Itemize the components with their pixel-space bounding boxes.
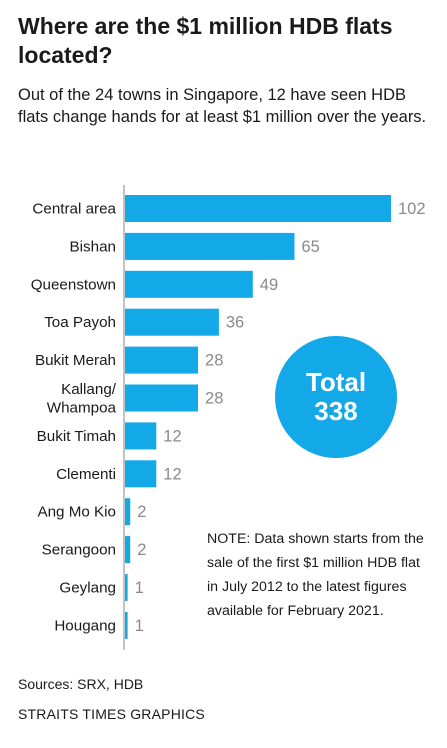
note-line: sale of the first $1 million HDB flat: [207, 555, 420, 571]
bar: [125, 346, 199, 374]
value-label: 65: [302, 238, 320, 256]
category-label: Kallang/Whampoa: [47, 381, 117, 417]
value-label: 102: [398, 200, 426, 218]
chart-subtitle: Out of the 24 towns in Singapore, 12 hav…: [18, 86, 427, 126]
category-label: Queenstown: [31, 276, 116, 293]
chart-title: Where are the $1 million HDB flats locat…: [18, 13, 393, 68]
value-label: 12: [163, 465, 181, 483]
bar: [125, 308, 219, 336]
category-label-line: Kallang/: [61, 381, 117, 398]
value-label: 1: [135, 579, 144, 597]
value-label: 2: [137, 503, 146, 521]
bar: [125, 384, 199, 412]
category-label: Serangoon: [42, 542, 116, 559]
bar: [125, 232, 295, 260]
value-label: 12: [163, 427, 181, 445]
value-label: 2: [137, 541, 146, 559]
category-label: Bukit Merah: [35, 352, 116, 369]
total-label: Total: [305, 367, 367, 397]
category-label: Bishan: [70, 238, 116, 255]
category-label: Geylang: [59, 580, 116, 597]
credit: STRAITS TIMES GRAPHICS: [18, 706, 205, 722]
category-label: Ang Mo Kio: [37, 504, 116, 521]
bar: [125, 195, 391, 222]
bar: [125, 422, 157, 450]
note-line: available for February 2021.: [207, 603, 384, 619]
note-line: NOTE: Data shown starts from the: [207, 531, 424, 547]
total-value: 338: [314, 396, 358, 426]
note-line: in July 2012 to the latest figures: [207, 579, 407, 595]
category-label: Central area: [32, 201, 116, 218]
bar: [125, 574, 128, 601]
note-text: NOTE: Data shown starts from the sale of…: [207, 527, 443, 623]
sources: Sources: SRX, HDB: [18, 676, 144, 692]
category-label: Hougang: [54, 617, 116, 634]
bar: [125, 536, 131, 564]
category-label: Bukit Timah: [37, 428, 116, 445]
bar: [125, 270, 253, 298]
bar: [125, 611, 128, 639]
value-label: 28: [205, 352, 223, 370]
value-label: 49: [260, 276, 278, 294]
category-label: Toa Payoh: [44, 314, 116, 331]
bar: [125, 460, 157, 488]
category-label-line: Whampoa: [47, 399, 117, 416]
category-label: Clementi: [56, 466, 116, 483]
value-label: 28: [205, 390, 223, 408]
total-badge: Total 338: [275, 336, 397, 458]
bar: [125, 498, 131, 526]
value-label: 1: [135, 617, 144, 635]
value-label: 36: [226, 314, 244, 332]
